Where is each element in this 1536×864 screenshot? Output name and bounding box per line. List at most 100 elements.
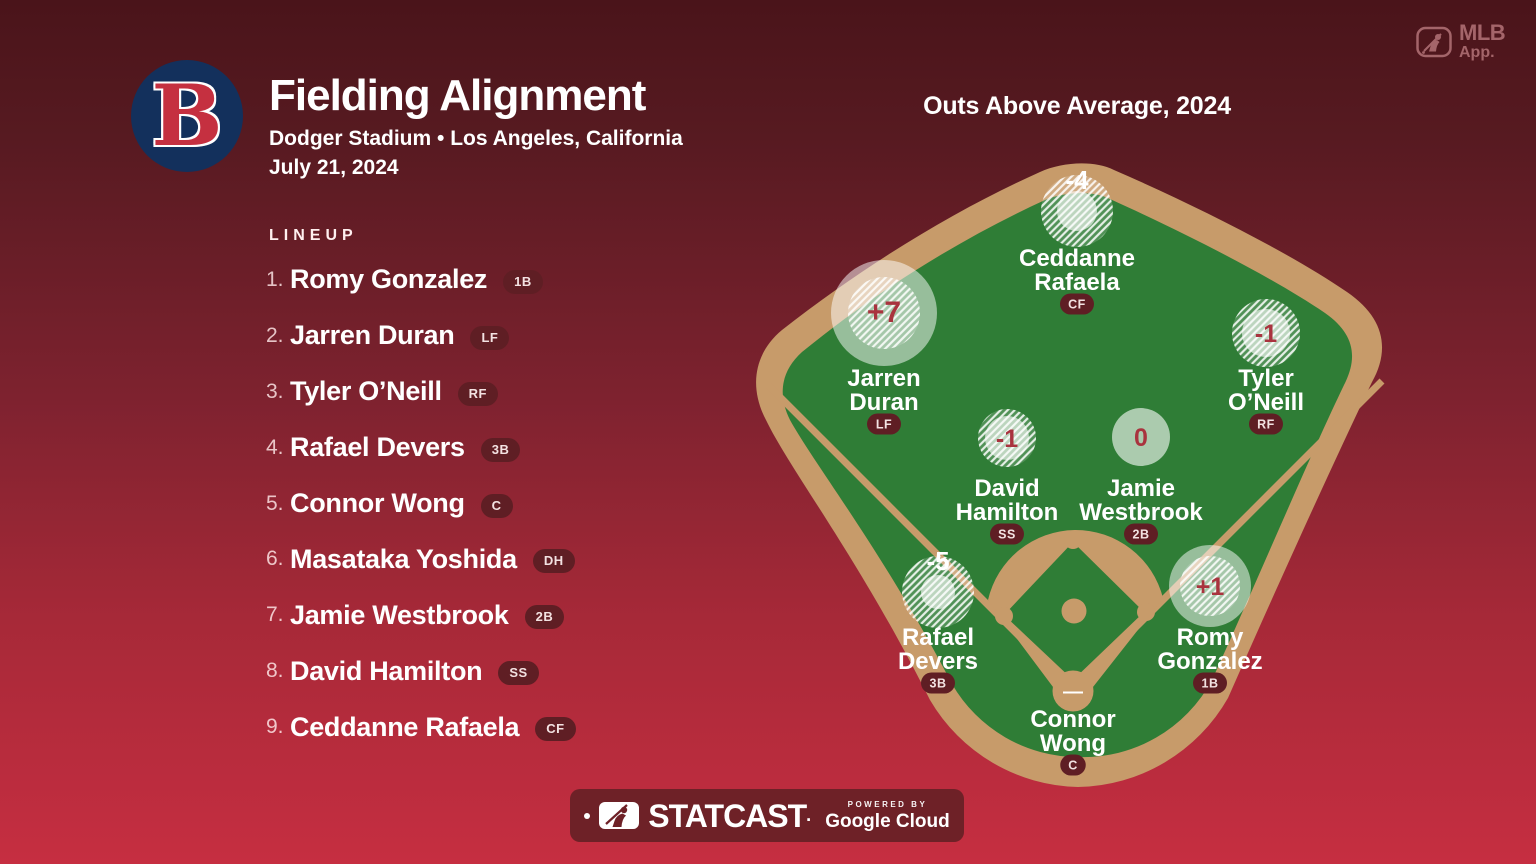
lineup-player-name: Rafael Devers: [290, 432, 465, 463]
svg-text:2B: 2B: [1133, 528, 1150, 542]
lineup-number: 9.: [266, 715, 284, 739]
lineup-number: 6.: [266, 547, 284, 571]
first-base: [1137, 603, 1155, 621]
fielder-position-badge: [990, 523, 1024, 545]
oaa-value-2B: 0: [1134, 424, 1148, 452]
svg-text:3B: 3B: [930, 677, 947, 691]
oaa-title: Outs Above Average, 2024: [923, 92, 1231, 120]
fielder-first-name: Rafael: [902, 624, 974, 651]
lineup-number: 7.: [266, 603, 284, 627]
statcast-period: .: [806, 805, 812, 825]
lineup-position-badge: RF: [457, 381, 498, 406]
lineup-number: 5.: [266, 491, 284, 515]
lineup-player-name: Connor Wong: [290, 488, 465, 518]
date-line: July 21, 2024: [269, 156, 399, 179]
fielder-position-badge: [1249, 413, 1283, 435]
fielder-position-badge: [1060, 754, 1086, 776]
lineup-position-badge: SS: [498, 661, 539, 686]
oaa-value-C: —: [1063, 681, 1083, 703]
lineup-number: 2.: [266, 323, 284, 347]
lineup-row: 4. Rafael Devers 3B: [266, 420, 696, 476]
mlb-app-text: MLB App.: [1459, 20, 1506, 61]
lineup-player-name: David Hamilton: [290, 655, 483, 686]
oaa-value-RF: -1: [1255, 320, 1277, 348]
lineup-player-name: Masataka Yoshida: [290, 543, 517, 574]
fielder-first-name: Jamie: [1107, 475, 1175, 502]
fielder-first-name: David: [974, 475, 1039, 502]
lineup-row: 9. Ceddanne Rafaela CF: [266, 699, 696, 755]
header: Fielding Alignment Dodger Stadium • Los …: [269, 72, 683, 182]
svg-text:C: C: [1068, 759, 1078, 773]
fielder-first-name: Romy: [1177, 624, 1244, 651]
lineup-number: 4.: [266, 435, 284, 459]
lineup-label: LINEUP: [269, 227, 358, 244]
statcast-dot: [584, 812, 591, 819]
lineup-player-name: Jamie Westbrook: [290, 599, 509, 630]
lineup-row: 7. Jamie Westbrook 2B: [266, 587, 696, 643]
lineup-row: 8. David Hamilton SS: [266, 643, 696, 699]
svg-text:1B: 1B: [1202, 677, 1219, 691]
svg-text:CF: CF: [1068, 298, 1086, 312]
fielder-first-name: Jarren: [847, 365, 920, 392]
mlb-app-badge: MLB App.: [1416, 20, 1506, 61]
third-base: [995, 607, 1013, 625]
fielder-first-name: Ceddanne: [1019, 245, 1135, 272]
lineup-position-badge: C: [480, 493, 513, 518]
fielder-last-name: Gonzalez: [1157, 648, 1262, 675]
powered-by-block: POWERED BY Google Cloud: [825, 800, 950, 832]
lineup-row: 5. Connor Wong C: [266, 476, 696, 532]
svg-text:SS: SS: [998, 528, 1016, 542]
oaa-value-1B: +1: [1196, 573, 1225, 601]
fielder-position-badge: [1193, 672, 1227, 694]
lineup-number: 1.: [266, 267, 284, 291]
fielder-last-name: Duran: [849, 389, 918, 416]
lineup-player-name: Jarren Duran: [290, 320, 455, 351]
lineup-position-badge: LF: [470, 325, 510, 350]
mlb-logo-icon: [599, 802, 640, 829]
fielder-last-name: O’Neill: [1228, 389, 1304, 416]
svg-text:LF: LF: [876, 418, 892, 432]
red-sox-b-letter: B: [151, 66, 223, 165]
lineup-row: 1. Romy Gonzalez 1B: [266, 252, 696, 308]
mlb-app-icon: [1416, 26, 1452, 57]
lineup-player-name: Romy Gonzalez: [290, 264, 488, 295]
lineup-player-name: Tyler O’Neill: [290, 376, 442, 407]
red-sox-logo: B: [131, 60, 243, 172]
lineup-position-badge: 1B: [503, 269, 543, 294]
fielder-first-name: Tyler: [1238, 365, 1294, 392]
fielder-position-badge: [1060, 293, 1094, 315]
pitcher-mound: [1061, 598, 1087, 624]
lineup-position-badge: 3B: [480, 437, 521, 462]
mlb-app-line1: MLB: [1459, 20, 1506, 45]
oaa-value-LF: +7: [867, 296, 901, 329]
lineup-position-badge: 2B: [524, 605, 565, 630]
fielder-last-name: Wong: [1040, 730, 1106, 757]
statcast-banner: STATCAST. POWERED BY Google Cloud: [570, 789, 964, 842]
google-cloud-label: Google Cloud: [825, 810, 950, 832]
fielder-position-badge: [921, 672, 955, 694]
page-title: Fielding Alignment: [269, 71, 646, 120]
statcast-wordmark: STATCAST: [648, 797, 807, 834]
lineup-row: 6. Masataka Yoshida DH: [266, 531, 696, 587]
lineup-row: 2. Jarren Duran LF: [266, 308, 696, 364]
lineup-number: 3.: [266, 379, 284, 403]
lineup-position-badge: CF: [535, 717, 576, 742]
lineup-position-badge: DH: [532, 549, 575, 574]
venue-line: Dodger Stadium • Los Angeles, California: [269, 127, 683, 150]
fielder-first-name: Connor: [1030, 706, 1115, 733]
lineup-number: 8.: [266, 659, 284, 683]
lineup-player-name: Ceddanne Rafaela: [290, 711, 520, 742]
fielder-position-badge: [867, 413, 901, 435]
fielder-last-name: Rafaela: [1034, 269, 1120, 296]
fielder-last-name: Westbrook: [1079, 499, 1203, 526]
